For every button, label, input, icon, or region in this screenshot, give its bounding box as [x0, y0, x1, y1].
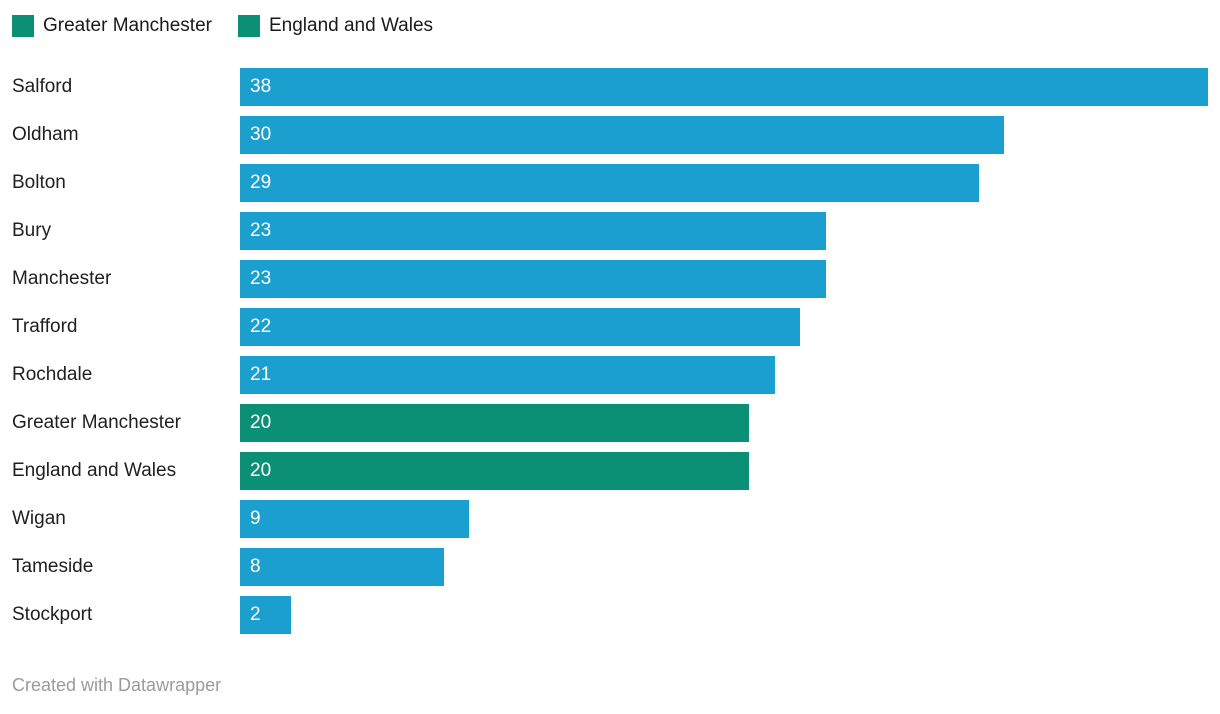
value-label: 23: [250, 268, 272, 289]
category-label: Stockport: [12, 604, 93, 625]
bar-track: 20: [240, 404, 1208, 442]
category-label: Wigan: [12, 508, 66, 529]
bar-row: Stockport 2: [12, 591, 1208, 639]
value-label: 22: [250, 316, 272, 337]
category-label: Manchester: [12, 268, 112, 289]
category-label: Bury: [12, 220, 52, 241]
legend-swatch-icon: [12, 15, 34, 37]
legend-item-england-and-wales: England and Wales: [237, 15, 434, 37]
bar-track: 23: [240, 260, 1208, 298]
bar: 21: [240, 356, 775, 394]
category-label: Salford: [12, 76, 73, 97]
bar-row: Manchester 23: [12, 255, 1208, 303]
bar: 30: [240, 116, 1005, 154]
bar-row: Oldham 30: [12, 111, 1208, 159]
bar-row: England and Wales 20: [12, 447, 1208, 495]
category-label: Trafford: [12, 316, 78, 337]
bar: 20: [240, 452, 750, 490]
bar-track: 21: [240, 356, 1208, 394]
bar-track: 30: [240, 116, 1208, 154]
bar-track: 9: [240, 500, 1208, 538]
legend-swatch-icon: [237, 15, 260, 37]
legend-label: England and Wales: [268, 15, 434, 36]
bar-track: 20: [240, 452, 1208, 490]
value-label: 20: [250, 460, 272, 481]
category-label: Bolton: [12, 172, 66, 193]
legend: Greater Manchester England and Wales: [12, 15, 1208, 37]
legend-label: Greater Manchester: [43, 15, 212, 36]
category-label: Rochdale: [12, 364, 93, 385]
value-label: 9: [250, 508, 261, 529]
value-label: 29: [250, 172, 272, 193]
bar-chart-body: Salford 38 Oldham 30 Bolton 29 Bury 23 Mancheste…: [12, 63, 1208, 639]
bar-row: Rochdale 21: [12, 351, 1208, 399]
bar-track: 2: [240, 596, 1208, 634]
bar: 9: [240, 500, 470, 538]
value-label: 38: [250, 76, 272, 97]
bar-row: Salford 38: [12, 63, 1208, 111]
category-label: England and Wales: [12, 460, 177, 481]
value-label: 20: [250, 412, 272, 433]
bar-row: Greater Manchester 20: [12, 399, 1208, 447]
bar: 29: [240, 164, 979, 202]
value-label: 23: [250, 220, 272, 241]
bar-row: Bury 23: [12, 207, 1208, 255]
bar-row: Tameside 8: [12, 543, 1208, 591]
bar: 23: [240, 260, 826, 298]
bar-track: 38: [240, 68, 1208, 106]
bar-chart: Greater Manchester England and Wales Sal…: [12, 15, 1208, 695]
value-label: 30: [250, 124, 272, 145]
bar: 22: [240, 308, 801, 346]
bar: 20: [240, 404, 750, 442]
value-label: 21: [250, 364, 272, 385]
category-label: Tameside: [12, 556, 94, 577]
value-label: 2: [250, 604, 261, 625]
bar: 23: [240, 212, 826, 250]
bar-row: Wigan 9: [12, 495, 1208, 543]
bar-row: Bolton 29: [12, 159, 1208, 207]
bar-track: 22: [240, 308, 1208, 346]
bar-track: 8: [240, 548, 1208, 586]
bar-track: 23: [240, 212, 1208, 250]
bar: 8: [240, 548, 444, 586]
value-label: 8: [250, 556, 261, 577]
bar-track: 29: [240, 164, 1208, 202]
bar-row: Trafford 22: [12, 303, 1208, 351]
legend-item-greater-manchester: Greater Manchester: [12, 15, 212, 37]
bar: 38: [240, 68, 1208, 106]
category-label: Greater Manchester: [12, 412, 181, 433]
attribution-text: Created with Datawrapper: [12, 675, 222, 695]
bar: 2: [240, 596, 291, 634]
category-label: Oldham: [12, 124, 79, 145]
